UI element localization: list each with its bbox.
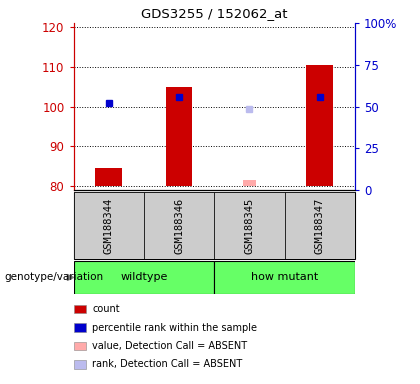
Text: percentile rank within the sample: percentile rank within the sample (92, 323, 257, 333)
Bar (95, 168, 122, 186)
Bar (74, 192, 144, 259)
Text: GSM188345: GSM188345 (244, 197, 255, 254)
Text: genotype/variation: genotype/variation (4, 272, 103, 283)
Text: how mutant: how mutant (251, 272, 318, 283)
Text: value, Detection Call = ABSENT: value, Detection Call = ABSENT (92, 341, 247, 351)
Bar (74, 261, 214, 294)
Bar (144, 192, 214, 259)
Text: rank, Detection Call = ABSENT: rank, Detection Call = ABSENT (92, 359, 243, 369)
Title: GDS3255 / 152062_at: GDS3255 / 152062_at (141, 7, 287, 20)
Text: GSM188346: GSM188346 (174, 197, 184, 254)
Bar (285, 192, 355, 259)
Text: wildtype: wildtype (120, 272, 168, 283)
Bar (214, 261, 355, 294)
Bar (214, 192, 285, 259)
Bar (243, 180, 256, 186)
Text: GSM188347: GSM188347 (315, 197, 325, 254)
Text: GSM188344: GSM188344 (104, 197, 114, 254)
Bar (165, 87, 192, 186)
Text: count: count (92, 304, 120, 314)
Bar (306, 65, 333, 186)
